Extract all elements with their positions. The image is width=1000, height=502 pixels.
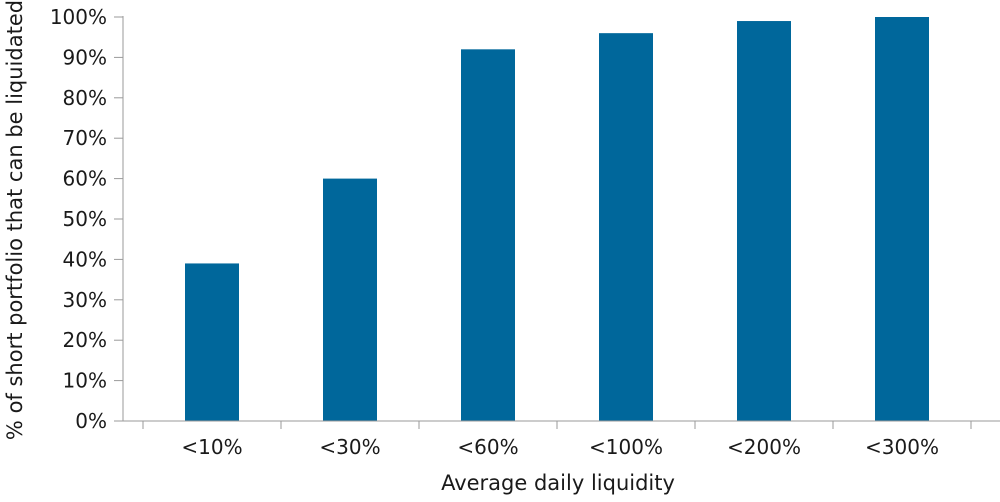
y-tick-label: 60% [63, 167, 107, 191]
bar-2 [323, 178, 377, 421]
y-tick-label: 20% [63, 328, 107, 352]
plot-area [185, 17, 929, 421]
x-tick-label: <200% [727, 435, 801, 459]
x-tick-label: <60% [457, 435, 518, 459]
bar-5 [737, 21, 791, 421]
bar-4 [599, 33, 653, 421]
y-axis-title: % of short portfolio that can be liquida… [3, 0, 27, 440]
bar-1 [185, 263, 239, 421]
y-tick-label: 40% [63, 247, 107, 271]
x-tick-label: <100% [589, 435, 663, 459]
y-tick-label: 70% [63, 126, 107, 150]
y-tick-label: 10% [63, 369, 107, 393]
y-tick-label: 30% [63, 288, 107, 312]
y-tick-label: 50% [63, 207, 107, 231]
x-axis: <10% <30% <60% <100% <200% <300% [123, 420, 1000, 459]
x-tick-label: <10% [181, 435, 242, 459]
x-tick-label: <30% [319, 435, 380, 459]
y-tick-label: 90% [63, 45, 107, 69]
x-tick-label: <300% [865, 435, 939, 459]
y-tick-label: 0% [75, 409, 107, 433]
x-axis-title: Average daily liquidity [441, 471, 675, 495]
y-axis: 0% 10% 20% 30% 40% 50% 60% 70% 80% 90% 100% [50, 5, 124, 433]
y-tick-label: 80% [63, 86, 107, 110]
bar-6 [875, 17, 929, 421]
bar-3 [461, 49, 515, 421]
y-tick-label: 100% [50, 5, 107, 29]
